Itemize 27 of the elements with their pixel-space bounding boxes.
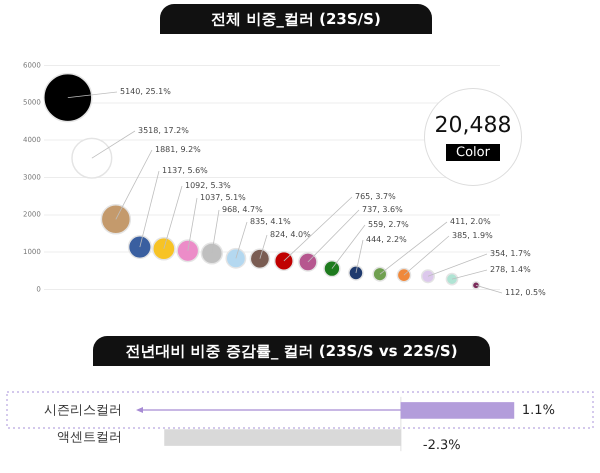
y-tick-label: 시즌리스컬러 bbox=[44, 402, 122, 418]
y-tick-label: 액센트컬러 bbox=[57, 430, 122, 445]
data-label: 385, 1.9% bbox=[452, 231, 494, 240]
data-label: 1137, 5.6% bbox=[162, 166, 208, 176]
data-label: 5140, 25.1% bbox=[120, 87, 172, 96]
data-label: 112, 0.5% bbox=[505, 288, 546, 298]
data-label: 968, 4.7% bbox=[222, 205, 264, 214]
callout-circle: 20,488 Color bbox=[424, 88, 522, 186]
data-label: 1.1% bbox=[522, 402, 555, 418]
data-label: 444, 2.2% bbox=[366, 235, 408, 244]
annotation: 20,488 bbox=[434, 113, 512, 138]
chart-title: 전체 비중_컬러 (23S/S) bbox=[160, 4, 432, 34]
data-label: -2.3% bbox=[422, 438, 461, 453]
chart-title: 전년대비 비중 증감률_ 컬러 (23S/S vs 22S/S) bbox=[93, 336, 490, 366]
data-label: 278, 1.4% bbox=[490, 265, 532, 274]
data-label: 354, 1.7% bbox=[490, 249, 532, 258]
data-label: 737, 3.6% bbox=[362, 205, 404, 214]
data-label: 1881, 9.2% bbox=[155, 145, 202, 154]
data-label: 3518, 17.2% bbox=[138, 126, 190, 136]
data-label: 559, 2.7% bbox=[368, 220, 410, 230]
data-label: 411, 2.0% bbox=[450, 217, 492, 226]
data-label: 1037, 5.1% bbox=[200, 193, 246, 202]
data-label: 1092, 5.3% bbox=[185, 181, 232, 190]
data-label: 765, 3.7% bbox=[355, 192, 396, 202]
data-label: 824, 4.0% bbox=[270, 230, 312, 240]
annotation: Color bbox=[446, 144, 500, 161]
data-label: 835, 4.1% bbox=[250, 217, 292, 226]
